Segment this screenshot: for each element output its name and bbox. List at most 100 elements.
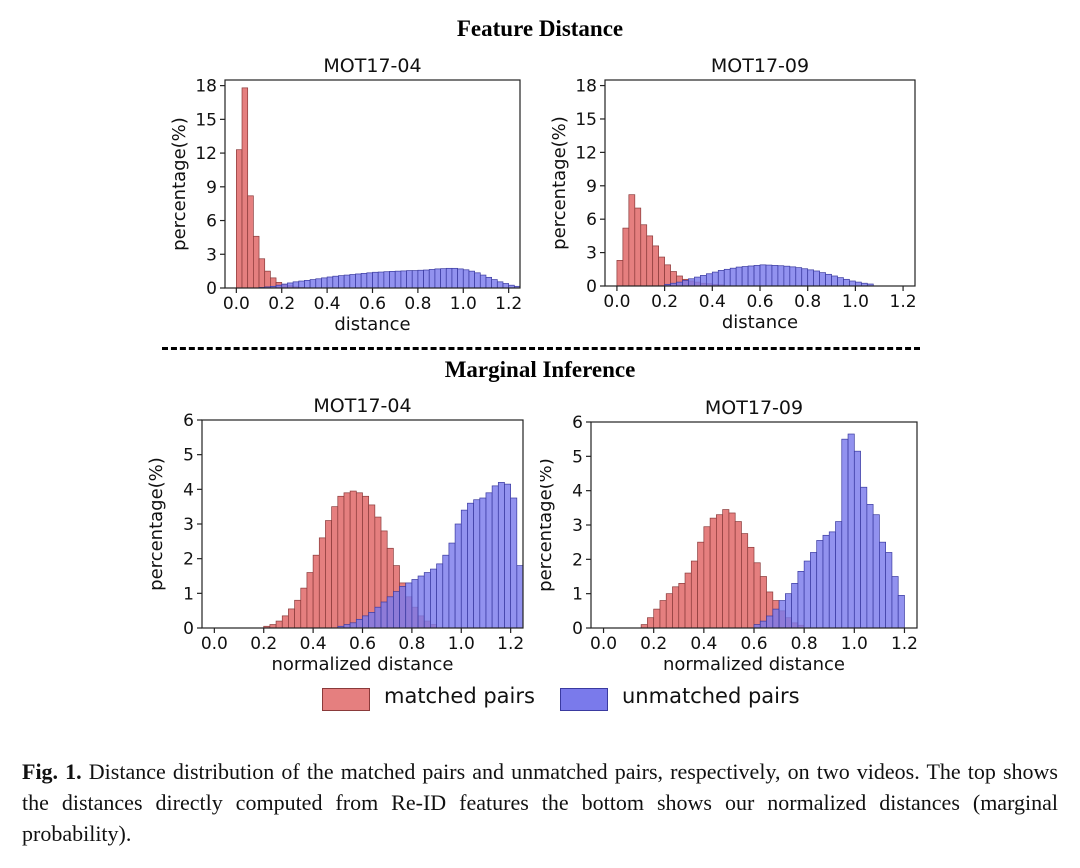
bar: [399, 586, 407, 629]
chart-title: MOT17-09: [705, 397, 803, 419]
x-tick-label: 0.8: [794, 292, 821, 312]
bar: [349, 274, 356, 289]
bar: [362, 615, 370, 629]
bar: [457, 268, 464, 289]
bar: [849, 280, 856, 287]
series-unmatched: [664, 264, 874, 287]
bar: [860, 486, 868, 629]
bar: [807, 269, 815, 287]
bar: [430, 568, 437, 629]
bar: [485, 276, 492, 289]
bar: [647, 617, 655, 629]
bar: [423, 572, 431, 629]
x-tick-label: 0.4: [300, 634, 327, 654]
bar: [659, 600, 667, 629]
bar: [502, 283, 510, 289]
bar: [306, 572, 314, 629]
bar: [634, 207, 642, 287]
y-tick-label: 4: [183, 480, 194, 500]
bar: [241, 87, 249, 289]
bar: [853, 450, 861, 629]
x-tick-label: 0.4: [699, 292, 726, 312]
bar: [801, 268, 809, 287]
bar: [304, 280, 311, 289]
bar: [318, 537, 326, 629]
x-tick-label: 0.0: [201, 634, 228, 654]
bar: [287, 282, 294, 289]
series-unmatched: [258, 267, 521, 289]
y-tick-label: 3: [586, 244, 597, 264]
bar: [813, 270, 820, 287]
bar: [355, 273, 362, 289]
bar: [640, 224, 648, 287]
bar: [843, 278, 850, 287]
bar: [819, 272, 826, 287]
bar: [460, 509, 468, 629]
bar: [473, 499, 481, 629]
x-tick-label: 0.2: [640, 634, 667, 654]
legend-swatch-matched: [322, 688, 370, 711]
bar: [281, 615, 289, 629]
bar: [331, 506, 339, 629]
y-tick-label: 6: [206, 212, 217, 232]
y-tick-label: 0: [206, 279, 217, 299]
bar: [368, 612, 376, 629]
bar: [678, 583, 686, 629]
bar: [891, 576, 899, 629]
bar: [309, 279, 317, 289]
y-tick-label: 12: [575, 143, 597, 163]
y-tick-label: 0: [572, 619, 583, 639]
legend-swatch-unmatched: [560, 688, 608, 711]
bar: [374, 606, 382, 629]
x-tick-label: 1.0: [448, 634, 475, 654]
chart-title: MOT17-04: [313, 395, 411, 417]
bar: [665, 593, 673, 629]
bar: [468, 270, 475, 289]
bar: [735, 266, 743, 287]
y-tick-label: 2: [183, 550, 194, 570]
bar: [300, 587, 308, 629]
bar: [783, 265, 791, 287]
caption-text: Distance distribution of the matched pai…: [22, 759, 1058, 846]
chart-feature-distance-mot17-09: 0.0 0.2 0.4 0.6 0.8 1.0 1.2 0 3 6 9 12 15 18 MOT17-09 d…: [549, 55, 917, 333]
x-tick-label: 0.0: [223, 294, 250, 314]
y-tick-label: 1: [183, 584, 194, 604]
y-tick-label: 18: [575, 77, 597, 97]
legend-label-unmatched: unmatched pairs: [622, 684, 800, 708]
bar: [684, 572, 692, 629]
bar: [771, 265, 779, 287]
y-tick-label: 6: [183, 411, 194, 431]
bar: [897, 595, 905, 629]
bar: [366, 272, 373, 289]
bar: [235, 149, 243, 289]
y-tick-label: 5: [183, 446, 194, 466]
y-tick-label: 6: [572, 413, 583, 433]
bar: [377, 271, 385, 289]
x-axis-label: distance: [722, 312, 798, 333]
bar: [479, 274, 487, 289]
bar: [258, 258, 266, 289]
bar: [741, 266, 749, 287]
bar: [658, 256, 665, 287]
bar: [765, 264, 773, 287]
bar: [652, 245, 660, 287]
y-tick-label: 0: [183, 619, 194, 639]
bar: [791, 583, 799, 629]
bar: [349, 490, 357, 629]
bar: [690, 560, 698, 629]
bar: [694, 276, 701, 287]
y-tick-label: 2: [572, 550, 583, 570]
bar: [423, 269, 430, 289]
bar: [628, 194, 636, 287]
bar: [264, 270, 271, 289]
bar: [411, 579, 419, 629]
series-matched: [616, 194, 725, 287]
y-tick-label: 5: [572, 447, 583, 467]
bar: [380, 601, 388, 629]
bar: [682, 280, 689, 287]
x-tick-label: 0.2: [250, 634, 277, 654]
bar: [462, 269, 470, 289]
legend-label-matched: matched pairs: [384, 684, 535, 708]
x-tick-label: 0.6: [740, 634, 767, 654]
